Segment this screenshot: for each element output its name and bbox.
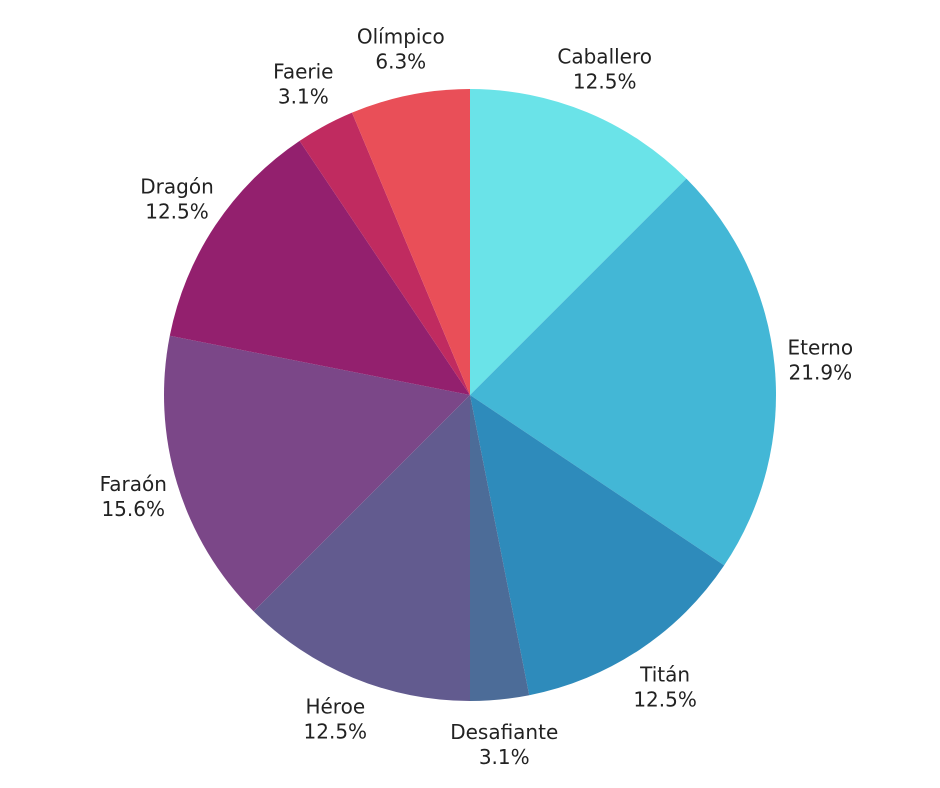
pie-slice [169,140,470,395]
slice-value-label: 12.5% [145,199,209,223]
slice-label: Eterno [788,335,854,359]
pie-slice [470,395,725,696]
slice-value-label: 21.9% [789,360,853,384]
pie-slice [470,178,777,566]
slice-label: Héroe [305,695,365,719]
slice-value-label: 3.1% [278,84,329,108]
slice-label: Dragón [140,174,214,198]
pie-slice [470,89,687,395]
slice-value-label: 15.6% [101,497,165,521]
slice-value-label: 12.5% [573,69,637,93]
slice-value-label: 3.1% [479,745,530,769]
slice-label: Caballero [557,44,652,68]
pie-slice [163,335,470,612]
slice-value-label: 6.3% [375,49,426,73]
slice-value-label: 12.5% [304,720,368,744]
slice-label: Faerie [273,59,333,83]
slice-value-label: 12.5% [633,687,697,711]
pie-slice [352,89,470,395]
slice-label: Titán [639,662,690,686]
slice-label: Faraón [100,472,167,496]
pie-slice [253,395,470,701]
pie-slice [470,395,530,701]
slice-label: Olímpico [357,24,445,48]
pie-slice [299,112,470,395]
slice-label: Desafiante [450,720,558,744]
